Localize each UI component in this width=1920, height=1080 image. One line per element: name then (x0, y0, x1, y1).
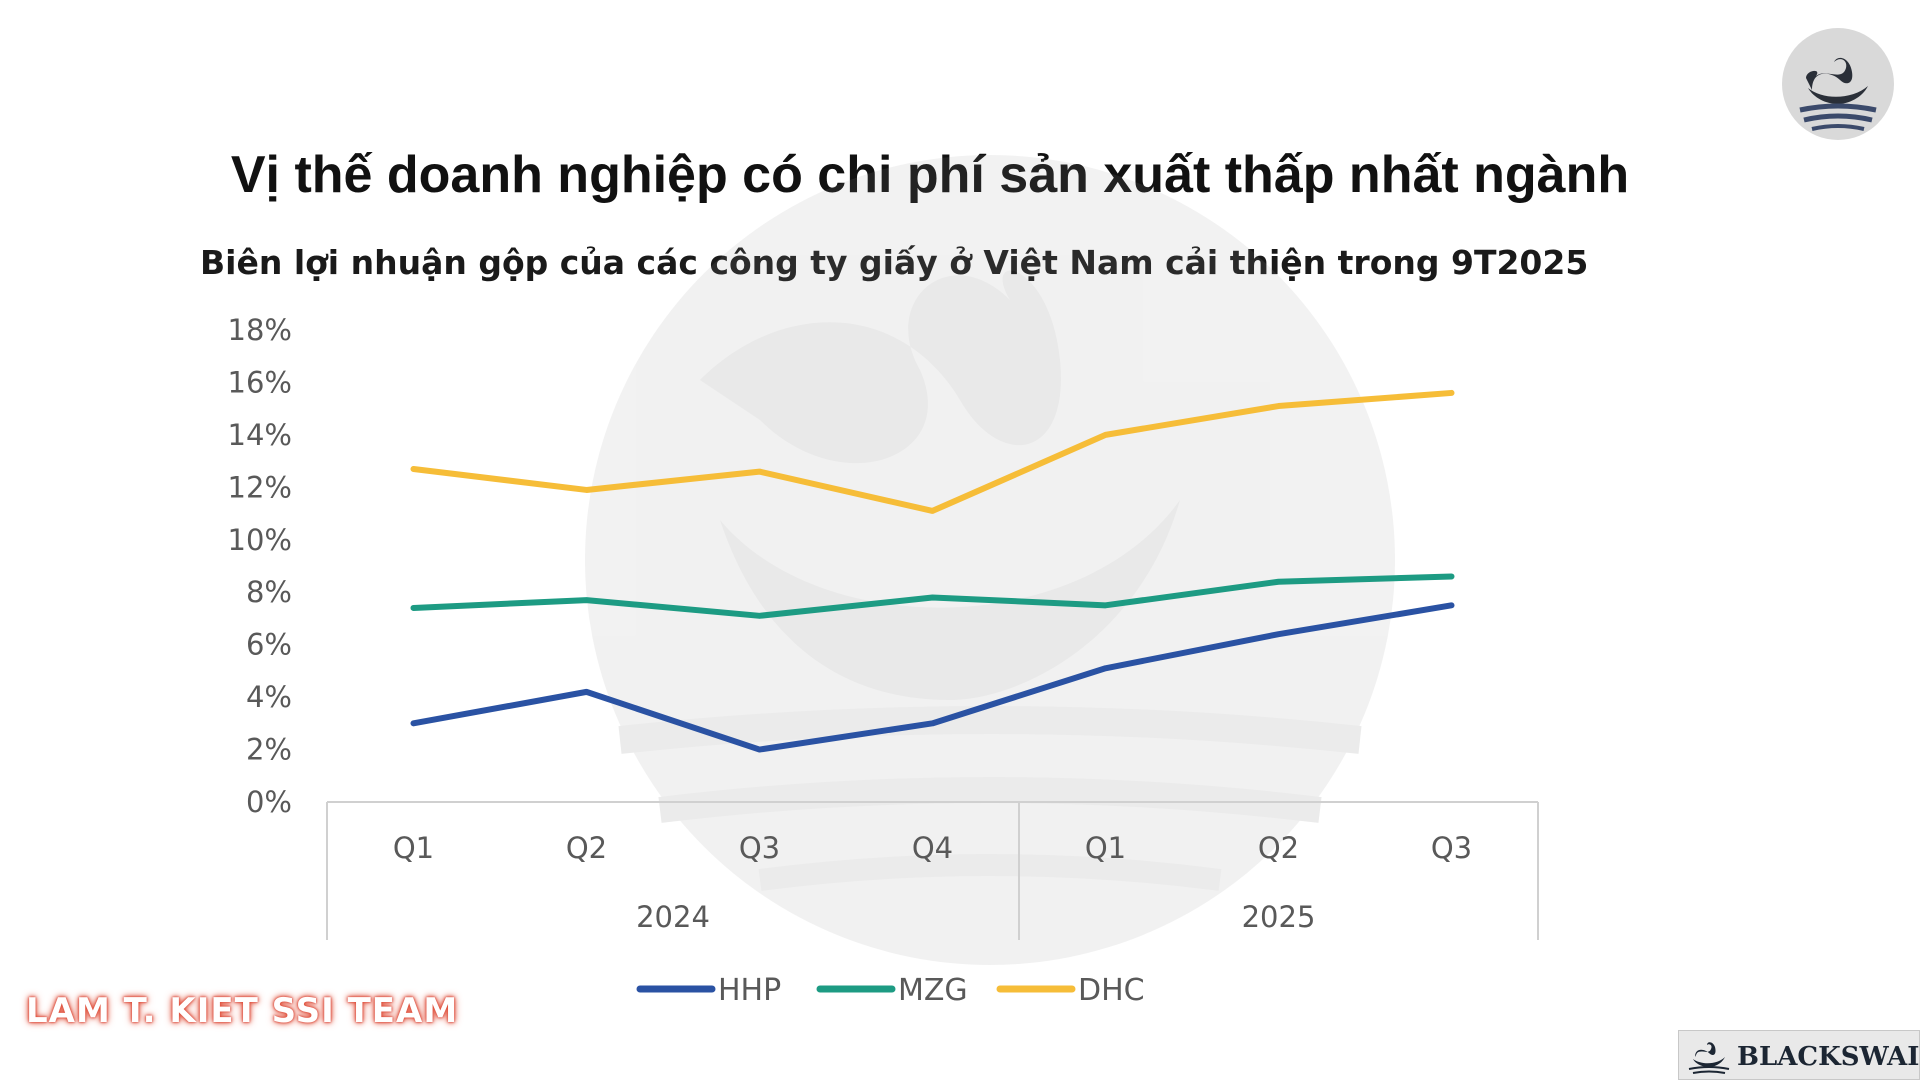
legend-label-dhc: DHC (1078, 973, 1145, 1008)
swan-logo-icon (1782, 28, 1894, 140)
data-point-mzg (412, 606, 415, 609)
y-tick-label: 16% (228, 365, 292, 399)
data-point-hhp (412, 722, 415, 725)
x-tick-label: Q4 (912, 831, 953, 865)
x-tick-label: Q3 (1431, 831, 1472, 865)
data-point-dhc (758, 470, 761, 473)
legend-label-mzg: MZG (898, 973, 968, 1008)
data-point-dhc (585, 488, 588, 491)
x-tick-label: Q1 (1085, 831, 1126, 865)
y-tick-label: 0% (246, 785, 292, 819)
data-point-hhp (1104, 667, 1107, 670)
data-point-dhc (931, 509, 934, 512)
y-tick-label: 2% (246, 733, 292, 767)
data-point-dhc (412, 467, 415, 470)
data-point-mzg (758, 614, 761, 617)
data-point-hhp (1277, 633, 1280, 636)
data-point-mzg (1277, 580, 1280, 583)
data-point-dhc (1104, 433, 1107, 436)
x-group-label: 2025 (1242, 900, 1316, 934)
y-tick-label: 8% (246, 575, 292, 609)
data-point-mzg (1104, 604, 1107, 607)
data-point-mzg (585, 599, 588, 602)
data-point-dhc (1450, 391, 1453, 394)
data-point-hhp (758, 748, 761, 751)
legend-label-hhp: HHP (718, 973, 781, 1008)
chart-title: Biên lợi nhuận gộp của các công ty giấy … (200, 243, 1589, 282)
x-tick-label: Q3 (739, 831, 780, 865)
team-tag: LAM T. KIET SSI TEAM (26, 991, 459, 1031)
y-tick-label: 4% (246, 680, 292, 714)
x-tick-label: Q2 (1258, 831, 1299, 865)
y-tick-label: 10% (228, 523, 292, 557)
y-tick-label: 12% (228, 470, 292, 504)
y-tick-label: 18% (228, 313, 292, 347)
y-tick-label: 14% (228, 418, 292, 452)
x-tick-label: Q2 (566, 831, 607, 865)
swan-mini-icon (1688, 1042, 1730, 1074)
data-point-dhc (1277, 405, 1280, 408)
swan-watermark-icon (585, 155, 1395, 965)
page-title: Vị thế doanh nghiệp có chi phí sản xuất … (230, 146, 1630, 204)
y-tick-label: 6% (246, 628, 292, 662)
data-point-mzg (1450, 575, 1453, 578)
brand-badge: BLACKSWAIN (1678, 1030, 1920, 1080)
data-point-mzg (931, 596, 934, 599)
x-group-label: 2024 (636, 900, 710, 934)
x-tick-label: Q1 (393, 831, 434, 865)
data-point-hhp (1450, 604, 1453, 607)
brand-name: BLACKSWAIN (1737, 1042, 1920, 1072)
data-point-hhp (931, 722, 934, 725)
data-point-hhp (585, 690, 588, 693)
